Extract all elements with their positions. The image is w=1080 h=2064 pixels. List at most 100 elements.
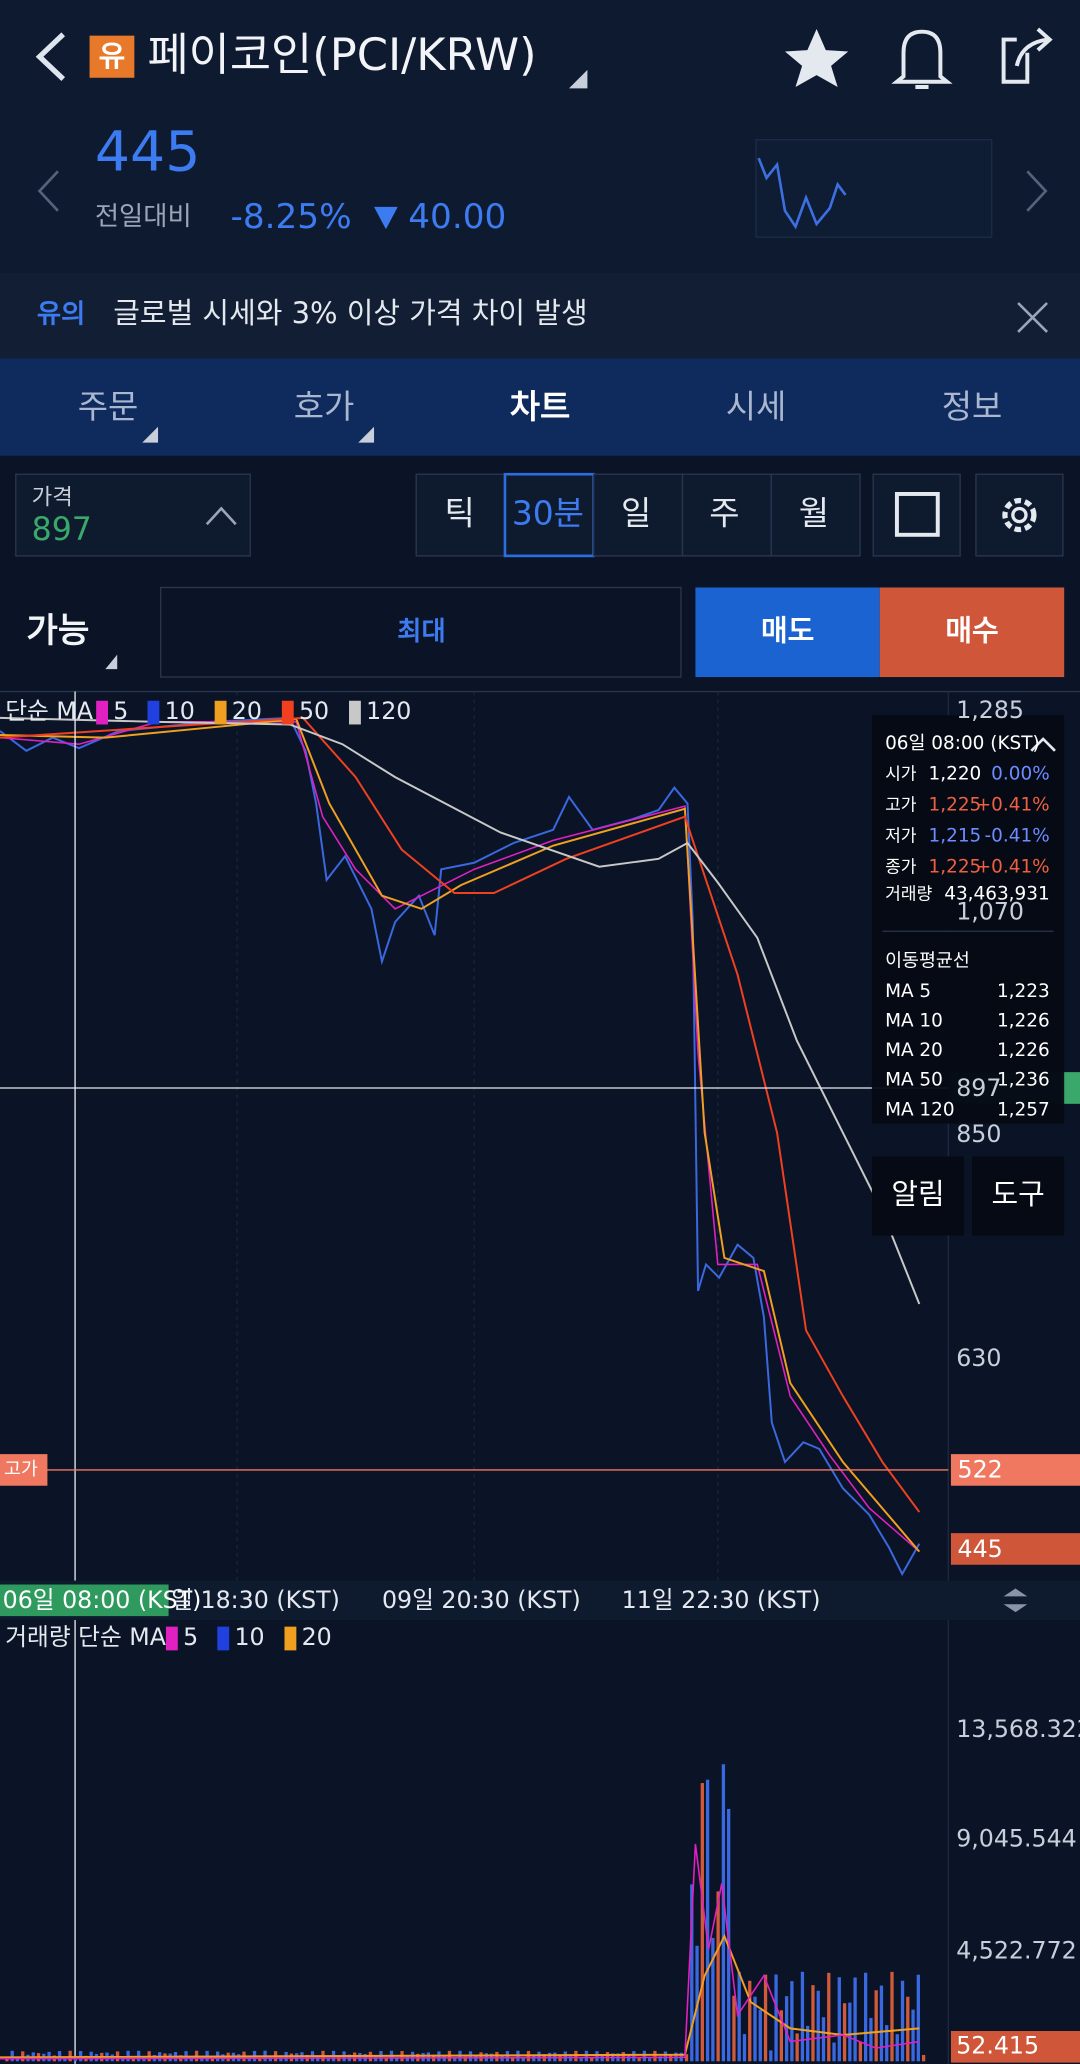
tab[interactable]: 시세 [726,387,787,426]
volume-ma5 [0,1843,920,2060]
volume-bar [911,2009,915,2062]
ma50-line [0,716,921,1513]
volume-bar [858,2041,863,2062]
info-row-value: 1,225 [929,856,982,877]
prev-button[interactable] [37,170,59,212]
info-ma-title: 이동평균선 [885,951,970,972]
volume-bar [842,2003,847,2062]
volume-bar [790,1981,794,2062]
volume-bar [658,2056,662,2062]
volume-bar [463,2056,467,2062]
tab[interactable]: 호가 [294,387,355,426]
notice-close[interactable] [1017,302,1049,333]
volume-bar [763,1974,768,2062]
volume-bar [653,2050,657,2062]
ma-legend-swatch [281,700,294,725]
info-time: 06일 08:00 (KST) [885,733,1040,754]
volume-bar [890,1971,894,2062]
info-row-label: 종가 [885,857,917,877]
change-rate: -8.25% [230,197,351,237]
interval-button[interactable] [681,473,772,557]
max-button[interactable] [160,586,682,678]
info-row-label: 시가 [885,765,917,785]
interval-label: 틱 [445,494,475,533]
time-highlight [0,1584,169,1617]
volume-ma20 [0,1933,920,2059]
info-ma-value: 1,226 [997,1010,1050,1031]
volume-bar [511,2057,515,2062]
volume-bar [316,2056,320,2062]
resize-handle[interactable] [1003,1588,1028,1613]
volume-bar [737,1971,741,2062]
interval-button[interactable] [503,472,596,558]
volume-bar [200,2058,204,2062]
volume-bar [642,2050,647,2062]
mini-chart [755,139,993,238]
notice-tag: 유의 [37,299,85,329]
high-tag-bg [0,1454,48,1486]
ma-legend-label: 120 [366,697,411,725]
volume-legend-label: 10 [234,1623,264,1651]
volume-bar [716,1891,720,2062]
volume-bar [648,2058,652,2062]
badge: 유 [99,39,126,73]
volume-bar [806,2025,810,2062]
notice-bg [0,272,1080,359]
volume-bar [853,1977,857,2062]
info-collapse[interactable] [1030,737,1056,752]
back-button[interactable] [35,32,66,82]
title-dropdown[interactable] [568,69,588,89]
favorite-icon[interactable] [784,29,849,87]
info-ma-label: MA 20 [885,1040,943,1061]
interval-button[interactable] [770,473,861,557]
volume-bar [690,1884,694,2062]
layout-button[interactable] [872,473,961,557]
volume-bar [837,1977,841,2062]
volume-bar [879,1985,884,2062]
info-row-rate: 0.00% [991,764,1050,785]
tool-button[interactable] [972,1156,1065,1236]
volume-bar [769,2050,773,2062]
volume-bar [442,2056,446,2062]
info-ma-label: MA 50 [885,1070,943,1091]
next-button[interactable] [1026,170,1048,212]
volume-bar [537,2051,541,2062]
ma-legend-label: 5 [113,697,128,725]
settings-icon-core [1011,506,1028,524]
volume-bar [532,2055,536,2062]
info-row-value: 1,220 [929,764,982,785]
info-row-value: 1,215 [929,825,982,846]
ma-legend-label: 20 [232,697,262,725]
change-label: 전일대비 [95,202,192,232]
interval-label: 월 [799,494,829,533]
alarm-icon[interactable] [891,29,953,89]
tab-bar [0,358,1080,456]
buy-button[interactable] [879,587,1065,678]
share-icon[interactable] [1001,27,1053,84]
tab[interactable]: 차트 [510,387,571,426]
current-price-bg [950,1533,1080,1565]
high-price-bg [950,1454,1080,1486]
settings-button[interactable] [975,473,1064,557]
volume-bar [895,2034,899,2062]
ma-legend-title: 단순 MA [5,697,93,725]
tab[interactable]: 주문 [78,387,139,426]
interval-button[interactable] [415,473,506,557]
alert-button[interactable] [871,1156,965,1236]
volume-bar [5,2058,9,2062]
volume-bar [795,2033,799,2062]
sell-button[interactable] [695,587,880,678]
settings-icon [1002,497,1037,533]
crosshair-price: 897 [956,1074,1001,1102]
info-row-value: 1,225 [929,794,982,815]
high-price: 522 [958,1456,1003,1484]
tab[interactable]: 정보 [942,387,1003,426]
volume-bar [563,2051,567,2062]
price-box[interactable] [15,473,251,557]
volume-legend-swatch [284,1626,297,1651]
time-axis-label: 09일 20:30 (KST) [382,1586,581,1614]
ma120-line [0,716,921,1305]
price-box-arrow [205,506,237,526]
volume-bar [495,2051,499,2062]
info-ma-value: 1,223 [997,981,1050,1002]
